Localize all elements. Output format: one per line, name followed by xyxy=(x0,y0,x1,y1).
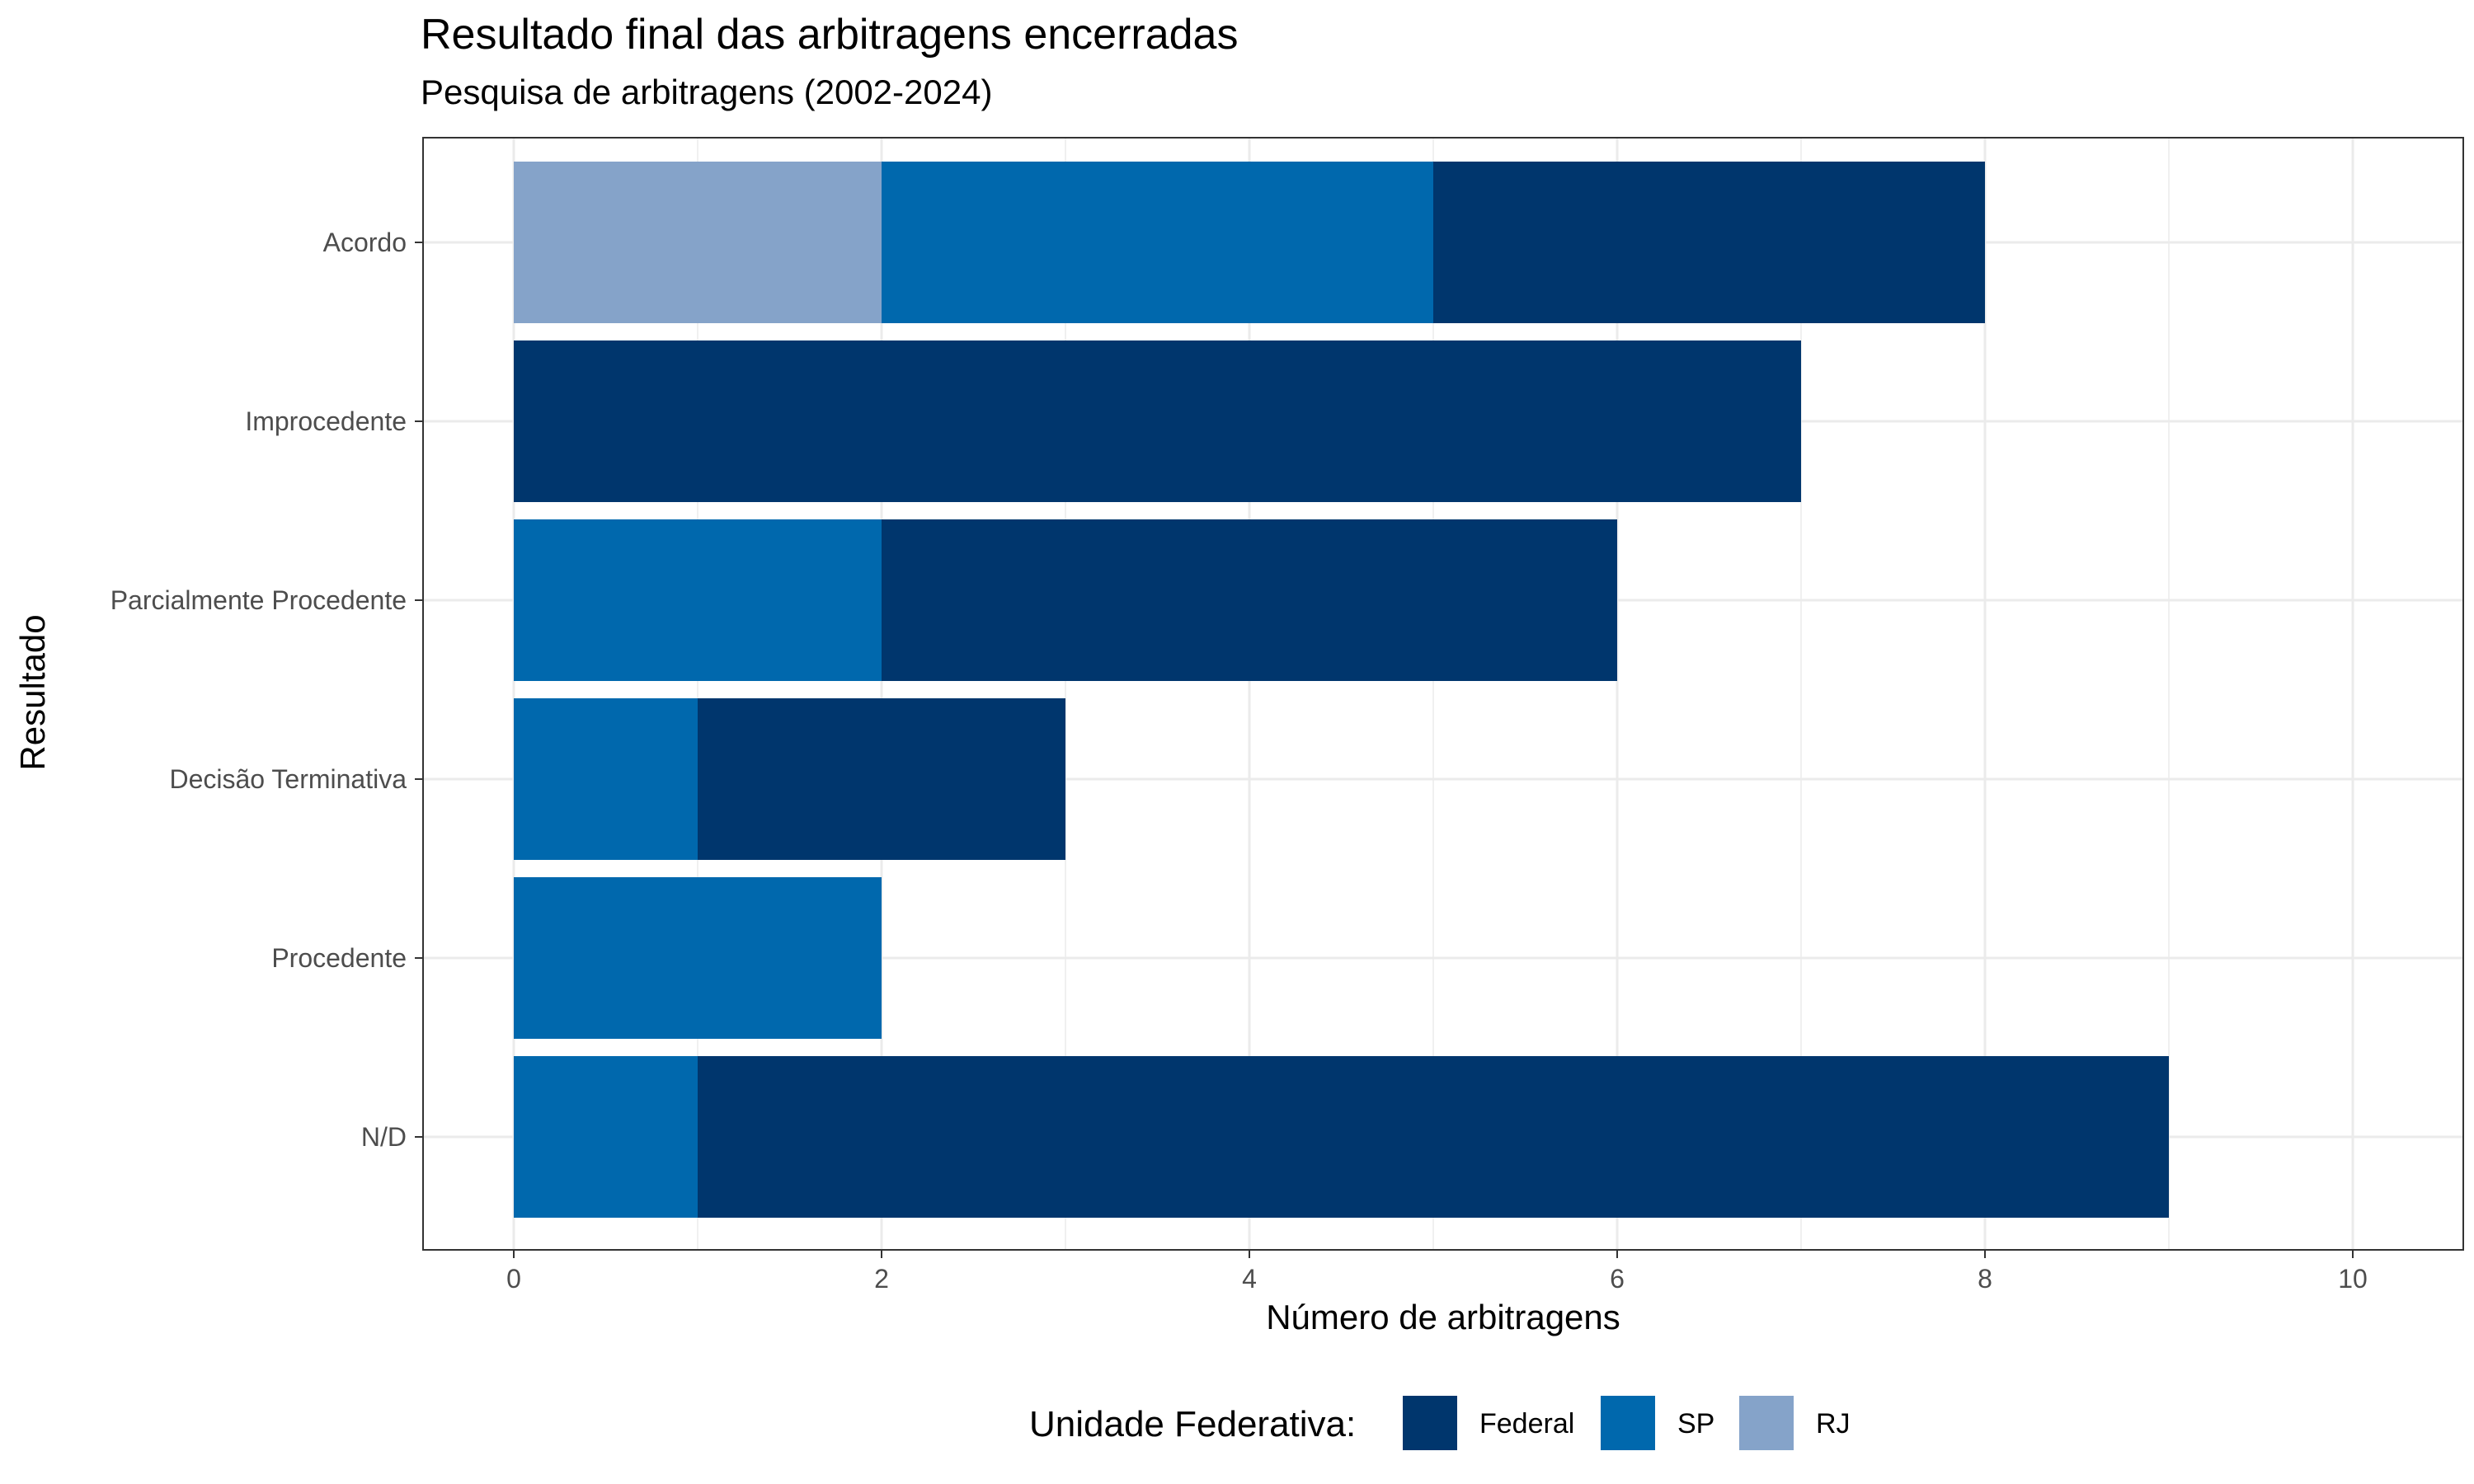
bar-federal xyxy=(1433,162,1985,323)
x-tick-label: 2 xyxy=(874,1264,889,1294)
x-axis-title: Número de arbitragens xyxy=(1266,1298,1620,1336)
x-tick-label: 0 xyxy=(506,1264,521,1294)
legend-key-sp xyxy=(1601,1396,1655,1450)
bar-sp xyxy=(882,162,1433,323)
bar-sp xyxy=(514,877,882,1039)
legend-key-rj xyxy=(1739,1396,1794,1450)
y-tick-label: Procedente xyxy=(271,943,407,973)
bar-federal xyxy=(882,519,1617,681)
y-axis-title: Resultado xyxy=(13,614,52,770)
legend-label-rj: RJ xyxy=(1816,1408,1851,1439)
x-tick-label: 10 xyxy=(2338,1264,2368,1294)
legend-label-sp: SP xyxy=(1677,1408,1714,1439)
y-tick-label: Improcedente xyxy=(245,406,407,436)
y-tick-label: N/D xyxy=(361,1122,407,1152)
legend-key-federal xyxy=(1403,1396,1457,1450)
chart-subtitle: Pesquisa de arbitragens (2002-2024) xyxy=(421,73,993,111)
y-tick-label: Acordo xyxy=(323,228,407,257)
bar-rj xyxy=(514,162,882,323)
panel-border xyxy=(422,137,2464,1251)
x-tick-label: 6 xyxy=(1610,1264,1625,1294)
bar-federal xyxy=(698,698,1065,860)
chart-title: Resultado final das arbitragens encerrad… xyxy=(421,11,1239,59)
bars xyxy=(514,162,2169,1218)
bar-sp xyxy=(514,698,698,860)
bar-sp xyxy=(514,519,882,681)
bar-sp xyxy=(514,1056,698,1218)
x-tick-label: 4 xyxy=(1242,1264,1257,1294)
legend-label-federal: Federal xyxy=(1479,1408,1574,1439)
bar-federal xyxy=(698,1056,2169,1218)
y-tick-label: Decisão Terminativa xyxy=(169,764,407,794)
legend: Unidade Federativa: Federal SP RJ xyxy=(1029,1396,1851,1450)
legend-title: Unidade Federativa: xyxy=(1029,1404,1356,1444)
x-tick-label: 8 xyxy=(1978,1264,1992,1294)
bar-federal xyxy=(514,340,1801,502)
axis-ticks: Acordo Improcedente Parcialmente Procedent… xyxy=(111,228,2368,1294)
y-tick-label: Parcialmente Procedente xyxy=(111,585,407,615)
